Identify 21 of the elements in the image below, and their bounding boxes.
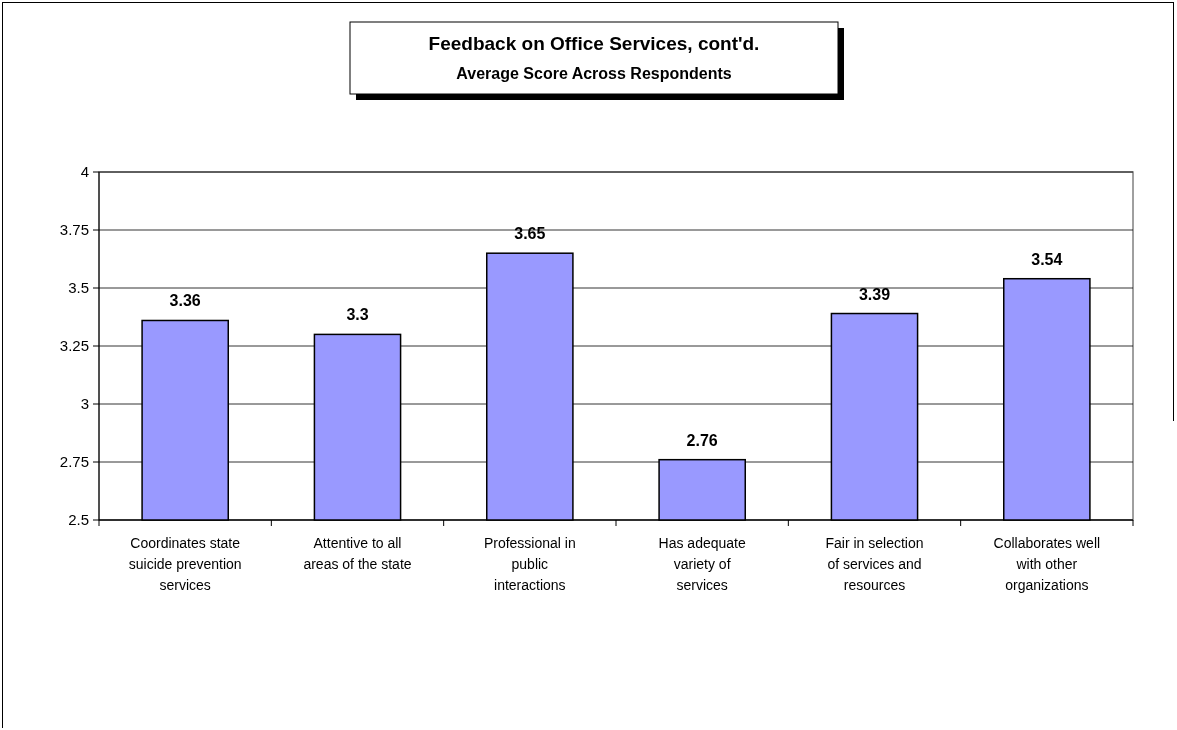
y-tick-label: 3.5 — [68, 279, 89, 296]
x-tick-label: Attentive to all areas of the state — [303, 535, 412, 572]
x-tick-label: Coordinates state suicide prevention services — [128, 535, 242, 593]
data-label: 3.36 — [169, 292, 201, 310]
chart-title: Feedback on Office Services, cont'd. — [428, 33, 760, 54]
x-tick-label: Collaborates well with other organizations — [993, 535, 1101, 593]
y-tick-label: 3 — [80, 395, 89, 412]
data-label: 3.65 — [514, 225, 546, 243]
y-tick-label: 2.5 — [68, 511, 89, 528]
x-tick-label: Professional in public interactions — [483, 535, 576, 593]
data-label: 3.39 — [858, 285, 891, 303]
y-tick-label: 3.75 — [59, 221, 89, 238]
x-tick-label: Fair in selection of services and resources — [825, 535, 924, 593]
y-tick-label: 4 — [80, 163, 89, 180]
y-tick-label: 2.75 — [59, 453, 89, 470]
data-label: 3.54 — [1031, 250, 1063, 268]
data-label: 3.3 — [346, 306, 369, 324]
data-label: 2.76 — [686, 431, 718, 449]
x-tick-label: Has adequate variety of services — [658, 535, 746, 593]
chart-subtitle: Average Score Across Respondents — [456, 65, 732, 82]
y-tick-label: 3.25 — [59, 337, 89, 354]
